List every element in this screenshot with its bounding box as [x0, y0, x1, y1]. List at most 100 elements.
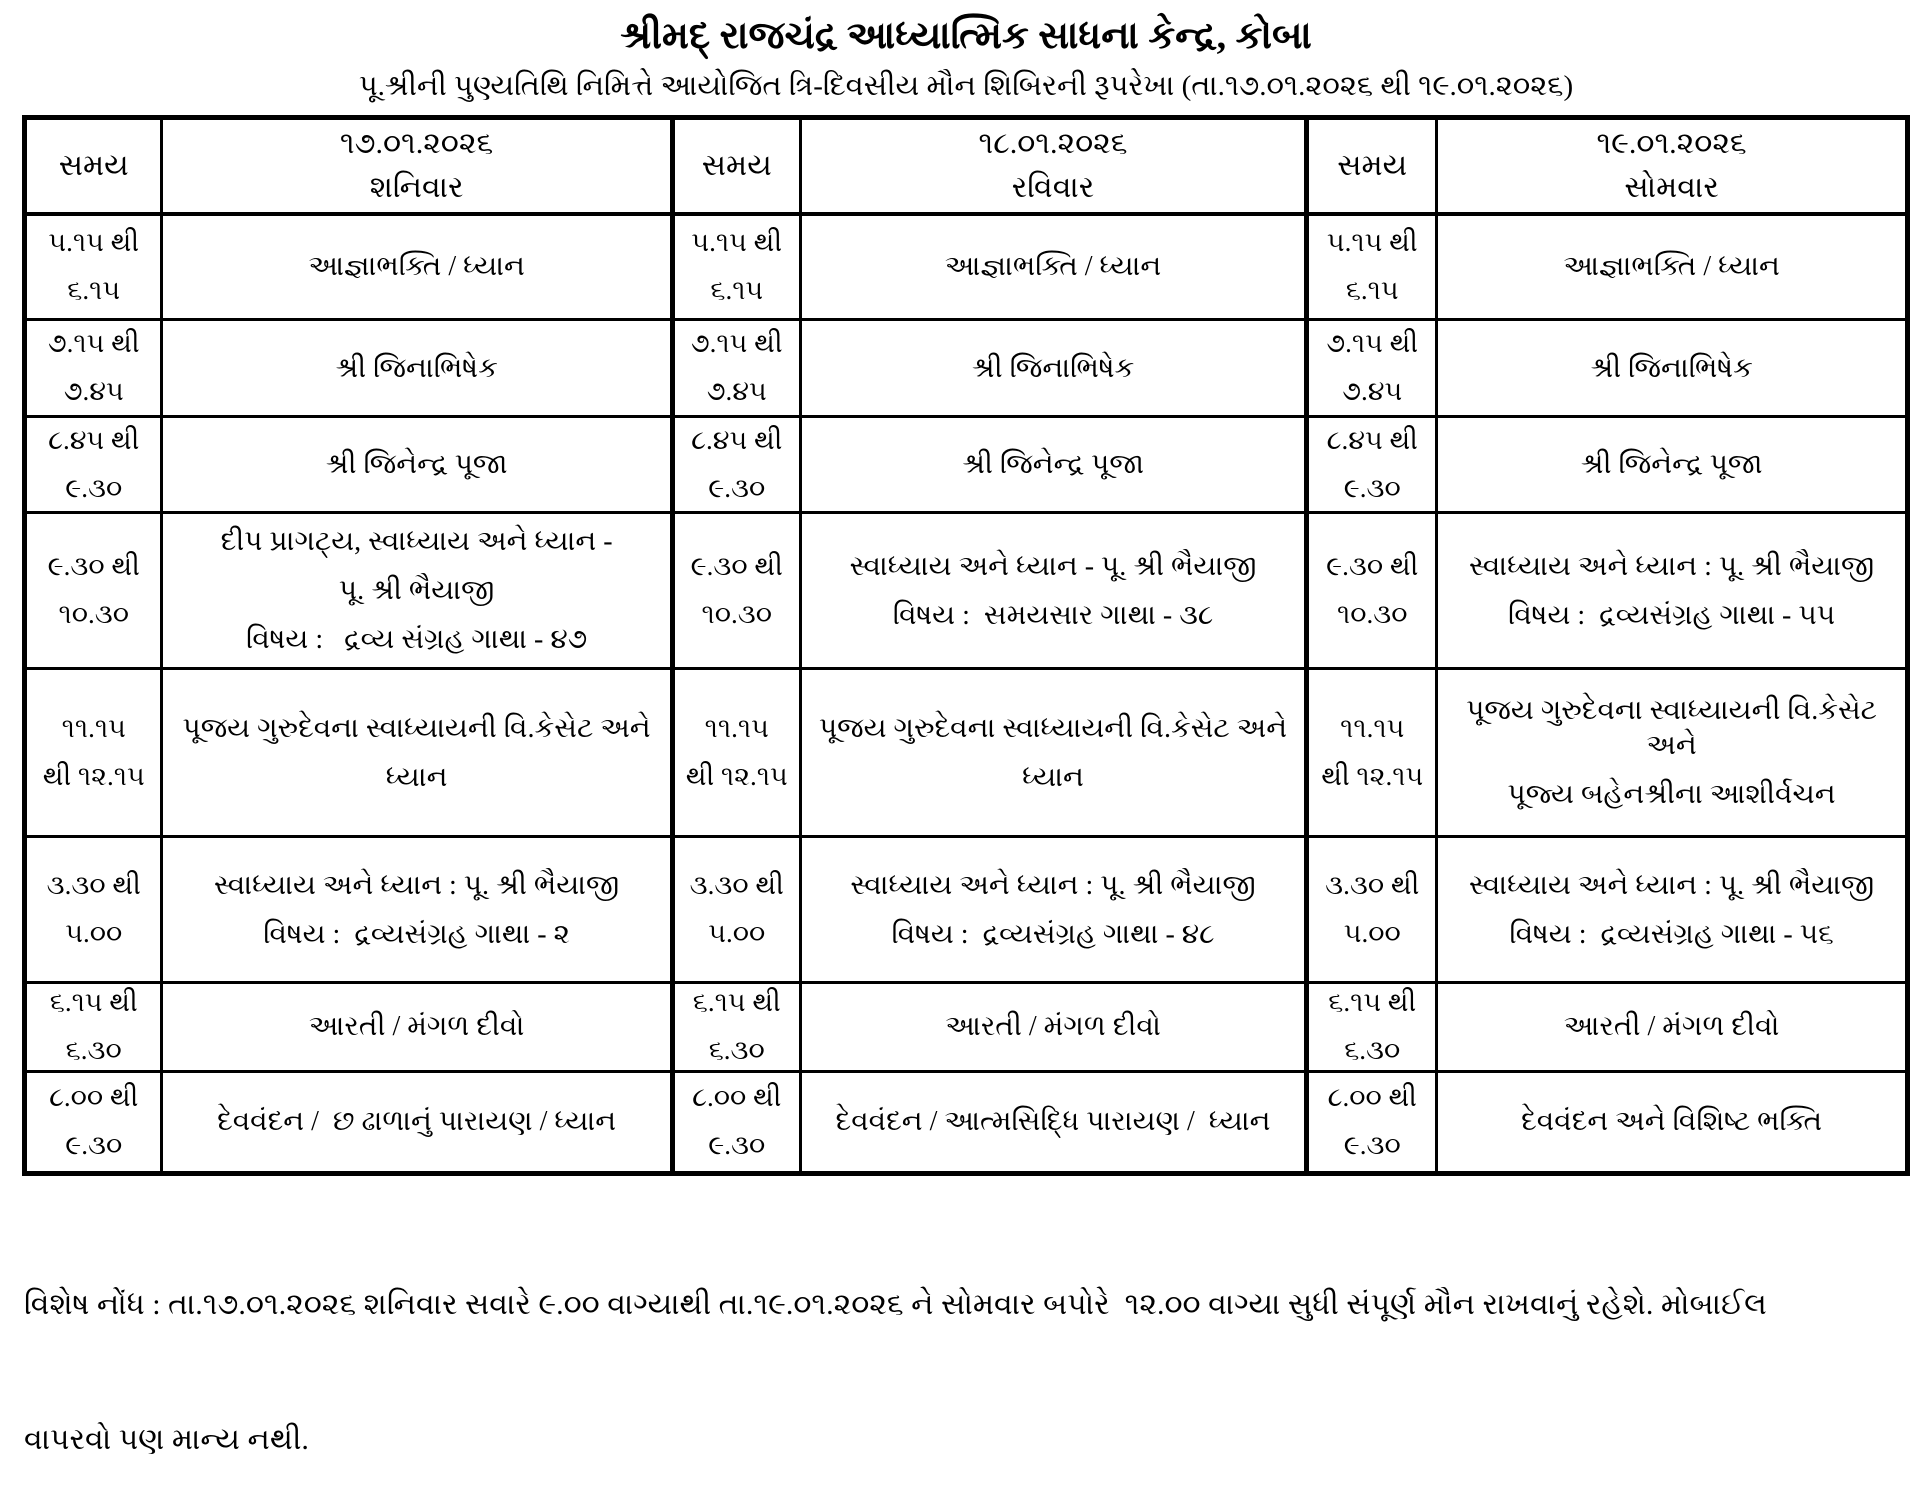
activity-cell-sunday: આરતી / મંગળ દીવો	[798, 981, 1309, 1073]
time-cell-sunday: ૫.૧૫ થી ૬.૧૫	[669, 212, 802, 321]
activity-cell-monday: આજ્ઞાભક્તિ / ધ્યાન	[1435, 212, 1909, 321]
activity-text: શ્રી જિનાભિષેક	[1590, 352, 1753, 384]
activity-cell-sunday: દેવવંદન / આત્મસિદ્ધિ પારાયણ / ધ્યાન	[798, 1069, 1309, 1175]
special-note: વિશેષ નોંધ : તા.૧૭.૦૧.૨૦૨૬ શનિવાર સવારે …	[24, 1192, 1908, 1507]
time-text: ૯.૩૦	[65, 472, 123, 503]
activity-cell-sunday: શ્રી જિનેન્દ્ર પૂજા	[798, 415, 1309, 514]
time-text: ૫.૧૫ થી	[48, 227, 140, 257]
header-dayname-sunday: રવિવાર	[1011, 170, 1095, 204]
time-text: ૧૧.૧૫	[1340, 712, 1405, 743]
time-text: ૫.૦૦	[1343, 917, 1401, 948]
activity-text: આજ્ઞાભક્તિ / ધ્યાન	[1563, 251, 1780, 283]
activity-text: સ્વાધ્યાય અને ધ્યાન : પૂ. શ્રી ભૈયાજી	[1468, 550, 1875, 582]
header-date-sunday: ૧૮.૦૧.૨૦૨૬	[978, 127, 1128, 161]
time-cell-saturday: ૯.૩૦ થી ૧૦.૩૦	[22, 511, 164, 670]
time-cell-saturday: ૧૧.૧૫ થી ૧૨.૧૫	[22, 667, 164, 838]
time-text: ૬.૧૫	[1345, 274, 1399, 305]
time-cell-saturday: ૭.૧૫ થી ૭.૪૫	[22, 318, 164, 418]
header-date-saturday: ૧૭.૦૧.૨૦૨૬	[339, 127, 494, 161]
activity-cell-monday: પૂજય ગુરુદેવના સ્વાધ્યાયની વિ.કેસેટ અને પ…	[1435, 667, 1909, 838]
activity-text: વિષય : દ્રવ્યસંગ્રહ ગાથા - ૨	[263, 918, 570, 950]
table-row: ૮.૪૫ થી ૯.૩૦ શ્રી જિનેન્દ્ર પૂજા ૮.૪૫ થી ૯.૩…	[22, 415, 1909, 514]
activity-text: શ્રી જિનાભિષેક	[335, 352, 498, 384]
time-cell-sunday: ૮.૦૦ થી ૯.૩૦	[669, 1069, 802, 1175]
activity-text: સ્વાધ્યાય અને ધ્યાન - પૂ. શ્રી ભૈયાજી	[849, 550, 1257, 582]
time-cell-monday: ૮.૪૫ થી ૯.૩૦	[1304, 415, 1439, 514]
schedule-table: સમય ૧૭.૦૧.૨૦૨૬ શનિવાર સમય ૧૮.૦૧.૨૦૨૬ રવિ…	[22, 115, 1910, 1176]
time-text: ૭.૪૫	[1342, 376, 1403, 406]
activity-cell-monday: દેવવંદન અને વિશિષ્ટ ભક્તિ	[1435, 1069, 1909, 1175]
time-text: ૬.૧૫ થી	[49, 987, 138, 1017]
activity-text: આજ્ઞાભક્તિ / ધ્યાન	[944, 251, 1162, 283]
table-row: ૭.૧૫ થી ૭.૪૫ શ્રી જિનાભિષેક ૭.૧૫ થી ૭.૪૫ શ્રી…	[22, 318, 1909, 418]
activity-cell-monday: શ્રી જિનાભિષેક	[1435, 318, 1909, 418]
table-row: ૩.૩૦ થી ૫.૦૦ સ્વાધ્યાય અને ધ્યાન : પૂ. શ્ર…	[22, 835, 1909, 984]
time-cell-sunday: ૮.૪૫ થી ૯.૩૦	[669, 415, 802, 514]
activity-text: પૂજય ગુરુદેવના સ્વાધ્યાયની વિ.કેસેટ અને	[1466, 695, 1884, 761]
header-day-saturday: ૧૭.૦૧.૨૦૨૬ શનિવાર	[160, 116, 674, 216]
activity-text: આરતી / મંગળ દીવો	[945, 1011, 1161, 1043]
time-cell-saturday: ૮.૦૦ થી ૯.૩૦	[22, 1069, 164, 1175]
time-text: ૯.૩૦	[1343, 472, 1401, 503]
time-text: ૩.૩૦ થી	[689, 869, 784, 900]
table-row: ૫.૧૫ થી ૬.૧૫ આજ્ઞાભક્તિ / ધ્યાન ૫.૧૫ થી ૬.૧૫…	[22, 212, 1909, 321]
time-cell-monday: ૯.૩૦ થી ૧૦.૩૦	[1304, 511, 1439, 670]
activity-cell-sunday: સ્વાધ્યાય અને ધ્યાન - પૂ. શ્રી ભૈયાજી વિષ…	[798, 511, 1309, 670]
time-text: ૬.૩૦	[65, 1034, 122, 1065]
activity-cell-saturday: સ્વાધ્યાય અને ધ્યાન : પૂ. શ્રી ભૈયાજી વિષ…	[160, 835, 674, 984]
time-text: ૫.૦૦	[708, 917, 766, 948]
time-cell-sunday: ૭.૧૫ થી ૭.૪૫	[669, 318, 802, 418]
activity-cell-sunday: આજ્ઞાભક્તિ / ધ્યાન	[798, 212, 1309, 321]
time-text: ૮.૪૫ થી	[48, 424, 140, 455]
activity-text: વિષય : દ્રવ્યસંગ્રહ ગાથા - ૫૬	[1509, 918, 1834, 950]
activity-text: શ્રી જિનેન્દ્ર પૂજા	[325, 449, 508, 480]
header-day-sunday: ૧૮.૦૧.૨૦૨૬ રવિવાર	[798, 116, 1309, 216]
header-day-monday: ૧૯.૦૧.૨૦૨૬ સોમવાર	[1435, 116, 1909, 216]
activity-cell-saturday: આરતી / મંગળ દીવો	[160, 981, 674, 1073]
activity-text: પૂજ્ય બહેનશ્રીના આશીર્વચન	[1507, 779, 1836, 810]
activity-cell-saturday: દીપ પ્રાગટ્ય, સ્વાધ્યાય અને ધ્યાન - પૂ. શ…	[160, 511, 674, 670]
time-cell-monday: ૬.૧૫ થી ૬.૩૦	[1304, 981, 1439, 1073]
time-cell-monday: ૩.૩૦ થી ૫.૦૦	[1304, 835, 1439, 984]
activity-text: ધ્યાન	[1022, 761, 1084, 793]
time-cell-saturday: ૮.૪૫ થી ૯.૩૦	[22, 415, 164, 514]
time-text: થી ૧૨.૧૫	[1321, 760, 1424, 791]
time-text: ૭.૧૫ થી	[1326, 328, 1419, 359]
time-text: ૧૦.૩૦	[1337, 598, 1408, 629]
time-cell-saturday: ૩.૩૦ થી ૫.૦૦	[22, 835, 164, 984]
activity-text: આરતી / મંગળ દીવો	[308, 1011, 525, 1043]
time-text: થી ૧૨.૧૫	[685, 760, 788, 791]
time-text: ૮.૦૦ થી	[49, 1081, 139, 1112]
activity-text: દેવવંદન / છ ઢાળાનું પારાયણ / ધ્યાન	[217, 1106, 617, 1137]
time-text: ૩.૩૦ થી	[1325, 869, 1420, 900]
activity-cell-saturday: શ્રી જિનાભિષેક	[160, 318, 674, 418]
activity-cell-monday: સ્વાધ્યાય અને ધ્યાન : પૂ. શ્રી ભૈયાજી વિષ…	[1435, 511, 1909, 670]
table-row: ૮.૦૦ થી ૯.૩૦ દેવવંદન / છ ઢાળાનું પારાયણ / …	[22, 1069, 1909, 1175]
special-note-line1: વિશેષ નોંધ : તા.૧૭.૦૧.૨૦૨૬ શનિવાર સવારે …	[24, 1287, 1767, 1321]
activity-cell-monday: શ્રી જિનેન્દ્ર પૂજા	[1435, 415, 1909, 514]
time-text: ૭.૧૫ થી	[690, 328, 783, 359]
activity-text: પૂજય ગુરુદેવના સ્વાધ્યાયની વિ.કેસેટ અને	[182, 712, 651, 744]
time-text: ૯.૩૦	[708, 1129, 766, 1160]
activity-cell-saturday: શ્રી જિનેન્દ્ર પૂજા	[160, 415, 674, 514]
header-dayname-monday: સોમવાર	[1624, 170, 1719, 204]
activity-text: વિષય : દ્રવ્ય સંગ્રહ ગાથા - ૪૭	[246, 624, 588, 655]
time-text: ૮.૦૦ થી	[1327, 1081, 1417, 1112]
header-date-monday: ૧૯.૦૧.૨૦૨૬	[1596, 127, 1747, 161]
activity-text: સ્વાધ્યાય અને ધ્યાન : પૂ. શ્રી ભૈયાજી	[850, 869, 1256, 901]
activity-cell-saturday: આજ્ઞાભક્તિ / ધ્યાન	[160, 212, 674, 321]
header-dayname-saturday: શનિવાર	[369, 170, 464, 204]
time-cell-saturday: ૫.૧૫ થી ૬.૧૫	[22, 212, 164, 321]
time-text: ૯.૩૦	[1343, 1129, 1401, 1160]
time-text: ૭.૧૫ થી	[47, 328, 140, 359]
time-cell-sunday: ૩.૩૦ થી ૫.૦૦	[669, 835, 802, 984]
time-text: ૯.૩૦ થી	[690, 550, 783, 581]
table-row: ૯.૩૦ થી ૧૦.૩૦ દીપ પ્રાગટ્ય, સ્વાધ્યાય અને …	[22, 511, 1909, 670]
time-cell-sunday: ૯.૩૦ થી ૧૦.૩૦	[669, 511, 802, 670]
time-text: ૬.૧૫	[67, 274, 121, 305]
activity-cell-sunday: સ્વાધ્યાય અને ધ્યાન : પૂ. શ્રી ભૈયાજી વિષ…	[798, 835, 1309, 984]
activity-text: દેવવંદન અને વિશિષ્ટ ભક્તિ	[1521, 1106, 1823, 1137]
time-text: થી ૧૨.૧૫	[42, 760, 145, 791]
activity-text: ધ્યાન	[385, 761, 448, 793]
activity-text: આરતી / મંગળ દીવો	[1563, 1011, 1780, 1043]
